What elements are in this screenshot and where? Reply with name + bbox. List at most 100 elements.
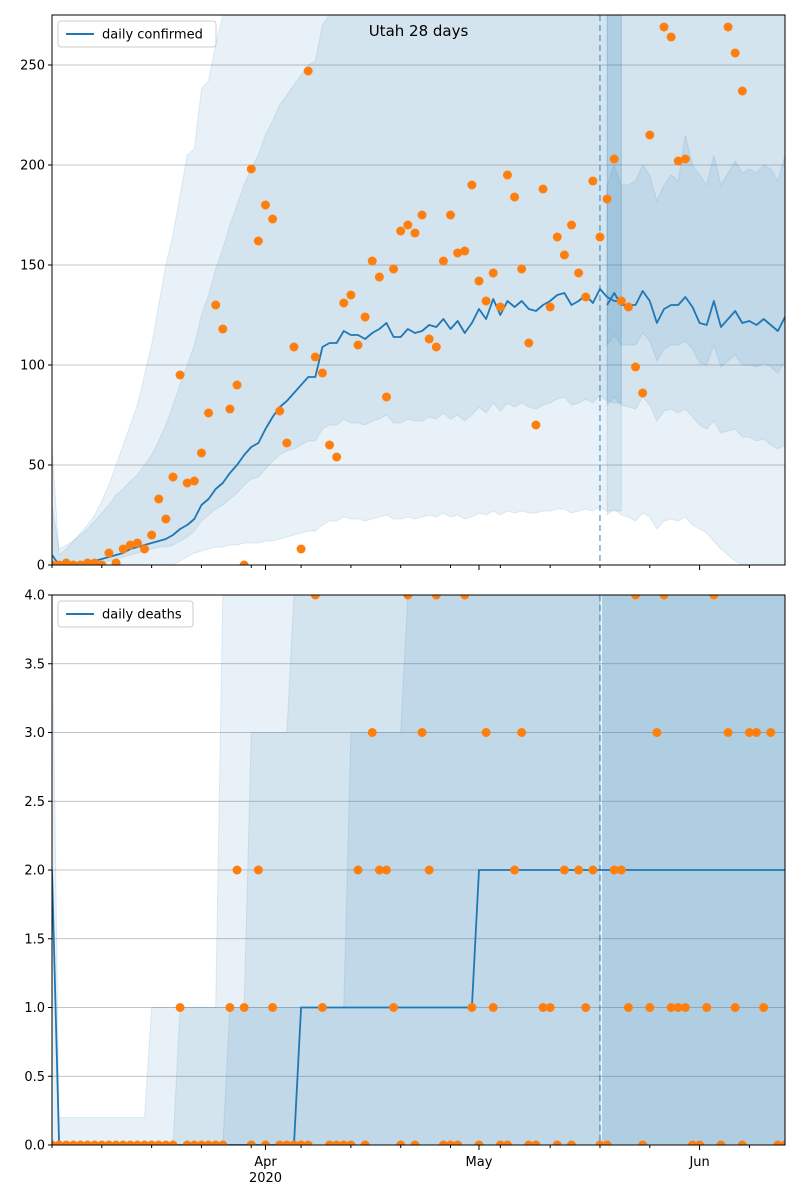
scatter-point: [645, 130, 655, 140]
legend: daily confirmed: [57, 20, 217, 48]
scatter-point: [54, 560, 64, 565]
scatter-point: [744, 728, 754, 737]
scatter-point: [310, 595, 320, 600]
scatter-point: [510, 865, 520, 875]
scatter-point: [460, 595, 470, 600]
scatter-point: [339, 1140, 349, 1145]
scatter-point: [374, 272, 384, 282]
scatter-point: [780, 1140, 785, 1145]
scatter-point: [154, 494, 164, 504]
scatter-point: [83, 1140, 93, 1145]
plot-area: [52, 15, 785, 565]
scatter-point: [438, 256, 448, 266]
scatter-point: [75, 560, 85, 565]
scatter-point: [154, 1140, 164, 1145]
forecast-band-outer: [606, 15, 785, 565]
scatter-point: [90, 558, 100, 565]
scatter-point: [360, 1140, 370, 1145]
y-tick-label: 0.5: [24, 1070, 45, 1085]
scatter-point: [481, 728, 491, 737]
scatter-point: [68, 1140, 78, 1145]
scatter-point: [446, 210, 456, 220]
scatter-point: [317, 1003, 327, 1012]
scatter-point: [431, 595, 441, 600]
forecast-band-middle: [606, 15, 785, 450]
scatter-point: [474, 1140, 484, 1145]
scatter-point: [296, 1140, 306, 1145]
scatter-point: [709, 595, 719, 600]
scatter-point: [204, 408, 214, 418]
scatter-point: [68, 560, 78, 565]
scatter-point: [325, 1140, 335, 1145]
scatter-point: [574, 268, 584, 278]
scatter-point: [737, 86, 747, 96]
scatter-point: [381, 392, 391, 402]
legend-label: daily confirmed: [102, 28, 203, 43]
scatter-point: [766, 728, 776, 737]
scatter-point: [353, 340, 363, 350]
scatter-point: [574, 865, 584, 875]
scatter-point: [631, 362, 641, 372]
scatter-point: [317, 368, 327, 378]
legend-box: [57, 600, 194, 628]
scatter-point: [168, 472, 178, 482]
scatter-point: [332, 1140, 342, 1145]
y-tick-label: 1.5: [24, 932, 45, 947]
scatter-point: [111, 1140, 121, 1145]
chart-title: Utah 28 days: [369, 22, 469, 40]
legend-box: [57, 20, 217, 48]
scatter-point: [410, 1140, 420, 1145]
scatter-point: [638, 388, 648, 398]
scatter-point: [168, 1140, 178, 1145]
scatter-point: [367, 256, 377, 266]
scatter-point: [474, 276, 484, 286]
scatter-point: [666, 32, 676, 42]
scatter-point: [417, 210, 427, 220]
scatter-point: [545, 1003, 555, 1012]
series-step-line: [52, 869, 785, 1145]
y-tick-label: 4.0: [24, 589, 45, 604]
scatter-point: [218, 1140, 228, 1145]
scatter-point: [488, 268, 498, 278]
scatter-point: [246, 164, 256, 174]
scatter-point: [346, 290, 356, 300]
scatter-point: [268, 1003, 278, 1012]
scatter-point: [332, 452, 342, 462]
scatter-point: [588, 176, 598, 186]
scatter-point: [260, 200, 270, 210]
scatter-point: [623, 1003, 633, 1012]
x-tick-label: Apr: [254, 1155, 277, 1170]
scatter-point: [567, 220, 577, 230]
scatter-point: [502, 1140, 512, 1145]
scatter-point: [125, 1140, 135, 1145]
scatter-point: [147, 1140, 157, 1145]
scatter-point: [111, 558, 121, 565]
scatter-point: [104, 548, 114, 558]
scatter-point: [773, 1140, 783, 1145]
scatter-point: [289, 342, 299, 352]
scatter-point: [417, 728, 427, 737]
y-tick-label: 3.0: [24, 726, 45, 741]
scatter-point: [602, 194, 612, 204]
x-tick-label: Jun: [688, 1155, 709, 1170]
band-outer: [52, 595, 785, 1145]
scatter-point: [488, 1003, 498, 1012]
scatter-point: [680, 154, 690, 164]
scatter-point: [680, 1003, 690, 1012]
scatter-point: [389, 264, 399, 274]
scatter-point: [196, 448, 206, 458]
scatter-point: [125, 540, 135, 550]
scatter-point: [616, 296, 626, 306]
y-tick-label: 250: [20, 59, 45, 74]
scatter-point: [723, 728, 733, 737]
scatter-point: [353, 865, 363, 875]
scatter-point: [524, 338, 534, 348]
scatter-point: [595, 232, 605, 242]
scatter-point: [552, 1140, 562, 1145]
scatter-point: [730, 48, 740, 58]
scatter-point: [531, 1140, 541, 1145]
scatter-point: [218, 324, 228, 334]
scatter-point: [424, 865, 434, 875]
scatter-point: [132, 538, 142, 548]
